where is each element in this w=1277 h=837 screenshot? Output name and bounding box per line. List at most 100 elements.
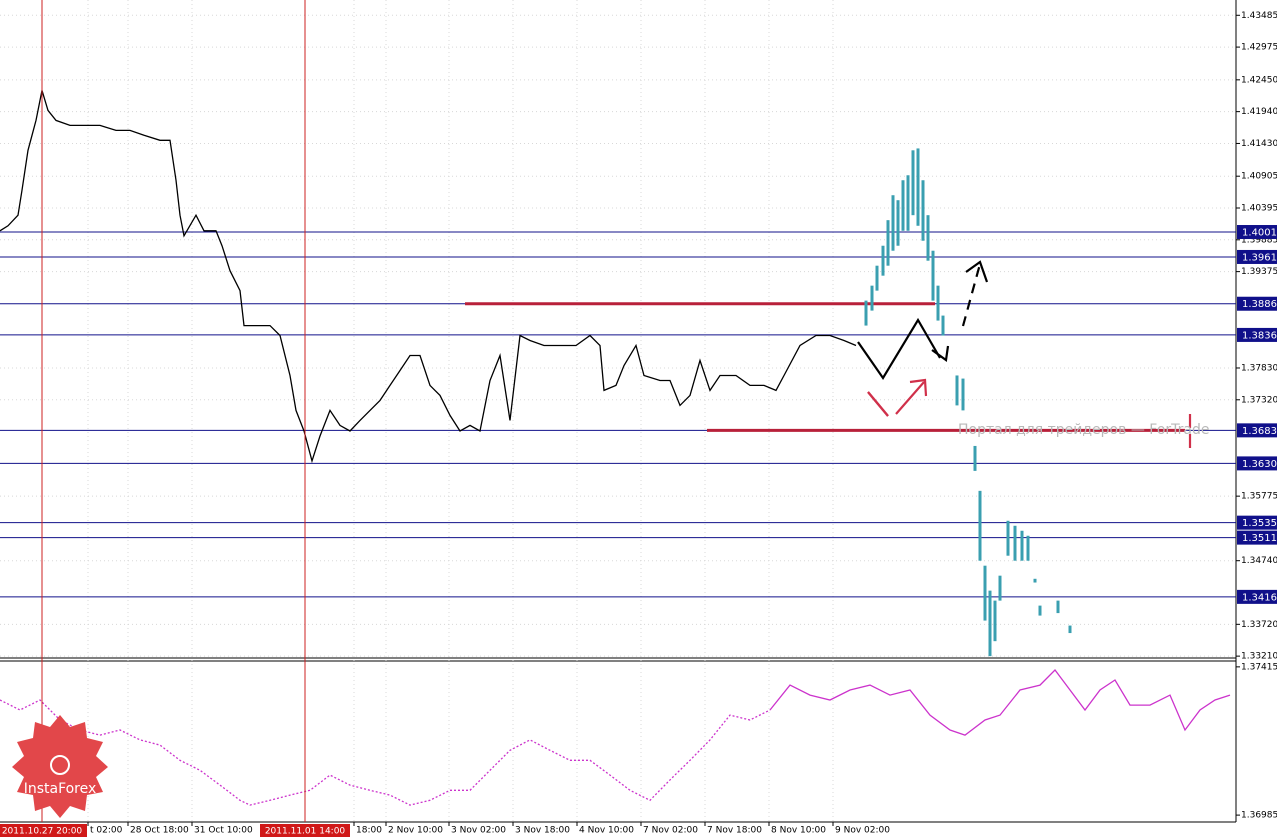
y-tick-label: 1.43485 xyxy=(1241,11,1277,21)
x-tick-label: 9 Nov 02:00 xyxy=(835,826,890,836)
marker-label: 2011.10.27 20:00 xyxy=(2,827,83,837)
y-tick-label: 1.36985 xyxy=(1241,811,1277,821)
y-tick-label: 1.40395 xyxy=(1241,204,1277,214)
forecast-bar xyxy=(1006,520,1010,556)
marker-label: 2011.11.01 14:00 xyxy=(265,827,346,837)
level-label-box xyxy=(1237,423,1277,438)
y-tick-label: 1.37320 xyxy=(1241,395,1277,405)
forecast-bar xyxy=(926,215,930,261)
x-tick-label: 7 Nov 18:00 xyxy=(707,826,762,836)
forecast-bar xyxy=(901,180,905,231)
forecast-bar xyxy=(961,378,965,411)
forecast-bar xyxy=(875,265,879,291)
forecast-bar xyxy=(978,490,982,561)
level-label: 1.3630 xyxy=(1242,459,1277,470)
marks xyxy=(0,0,1236,822)
forecast-bar xyxy=(1013,525,1017,561)
forecast-bar xyxy=(870,285,874,311)
y-tick-label: 1.41430 xyxy=(1241,139,1277,149)
indicator-line xyxy=(769,669,1231,736)
forecast-bar xyxy=(891,195,895,251)
forecast-bar xyxy=(936,285,940,321)
arrow-head xyxy=(909,378,928,397)
zigzag-arrow xyxy=(857,317,941,381)
level-label-box xyxy=(1237,327,1277,342)
x-tick-label: 18:00 xyxy=(356,826,382,836)
y-tick-label: 1.33720 xyxy=(1241,620,1277,630)
level-label-box xyxy=(1237,515,1277,530)
forecast-bar xyxy=(911,150,915,216)
level-label: 1.3535 xyxy=(1242,518,1277,529)
y-tick-label: 1.35775 xyxy=(1241,492,1277,502)
y-tick-label: 1.40905 xyxy=(1241,172,1277,182)
level-label-box xyxy=(1237,249,1277,264)
x-tick-label: 31 Oct 10:00 xyxy=(194,826,253,836)
level-label-box xyxy=(1237,296,1277,311)
x-tick-label: 3 Nov 02:00 xyxy=(451,826,506,836)
x-tick-label: 4 Nov 10:00 xyxy=(579,826,634,836)
x-tick-label: 7 Nov 02:00 xyxy=(643,826,698,836)
level-label: 1.3836 xyxy=(1242,330,1277,341)
logo: InstaForex xyxy=(12,715,108,818)
logo-badge xyxy=(12,715,108,818)
x-tick-label: 2 Nov 10:00 xyxy=(388,826,443,836)
y-tick-label: 1.42975 xyxy=(1241,43,1277,53)
y-tick-label: 1.41940 xyxy=(1241,107,1277,117)
level-label: 1.3511 xyxy=(1242,533,1277,544)
forecast-bar xyxy=(941,315,945,336)
y-tick-label: 1.33210 xyxy=(1241,652,1277,662)
marker-label-box xyxy=(0,824,87,837)
forecast-bar xyxy=(881,245,885,276)
x-tick-label: 28 Oct 18:00 xyxy=(130,826,189,836)
y-tick-label: 1.42450 xyxy=(1241,75,1277,85)
logo-text: InstaForex xyxy=(24,781,97,797)
dashed-arrow xyxy=(961,263,982,327)
x-tick-label: 3 Nov 18:00 xyxy=(515,826,570,836)
level-label: 1.3961 xyxy=(1242,252,1277,263)
price-line xyxy=(0,90,857,464)
x-tick-label: 8 Nov 10:00 xyxy=(771,826,826,836)
marker-label-box xyxy=(260,824,350,837)
forecast-bar xyxy=(1038,605,1042,616)
indicator-line xyxy=(0,699,771,806)
forecast-bar xyxy=(955,375,959,406)
forecast-bar xyxy=(1020,530,1024,561)
red-arrow xyxy=(867,391,889,417)
level-label: 1.4001 xyxy=(1242,228,1277,239)
level-label-box xyxy=(1237,589,1277,604)
level-label-box xyxy=(1237,225,1277,240)
watermark: Портал для трейдеров — ForTrade xyxy=(958,422,1209,438)
y-tick-label: 1.37415 xyxy=(1241,662,1277,672)
forecast-bar xyxy=(906,175,910,231)
forecast-bar xyxy=(1033,578,1037,583)
forecast-bar xyxy=(998,575,1002,601)
level-label-box xyxy=(1237,456,1277,471)
y-tick-label: 1.34740 xyxy=(1241,556,1277,566)
level-label: 1.3683 xyxy=(1242,426,1277,437)
arrow-head xyxy=(931,345,950,362)
level-label: 1.3886 xyxy=(1242,299,1277,310)
forecast-bar xyxy=(1068,625,1072,634)
arrow-head xyxy=(965,260,989,283)
forecast-bar xyxy=(983,565,987,621)
level-label: 1.3416 xyxy=(1242,592,1277,603)
forecast-bar xyxy=(864,300,868,326)
drawn-arrows xyxy=(857,260,1192,448)
level-label-box xyxy=(1237,530,1277,545)
forecast-bar xyxy=(973,445,977,471)
grid xyxy=(0,0,1236,822)
red-arrow xyxy=(895,381,925,415)
y-tick-label: 1.39885 xyxy=(1241,235,1277,245)
x-tick-label: t 02:00 xyxy=(90,826,123,836)
forecast-bar xyxy=(988,590,992,657)
forecast-bar xyxy=(921,180,925,241)
forecast-bar xyxy=(916,148,920,226)
forecast-bar xyxy=(1056,600,1060,614)
forecast-bar xyxy=(993,600,997,642)
logo-icon xyxy=(50,755,70,775)
forecast-bar xyxy=(931,250,935,301)
y-tick-label: 1.37830 xyxy=(1241,363,1277,373)
